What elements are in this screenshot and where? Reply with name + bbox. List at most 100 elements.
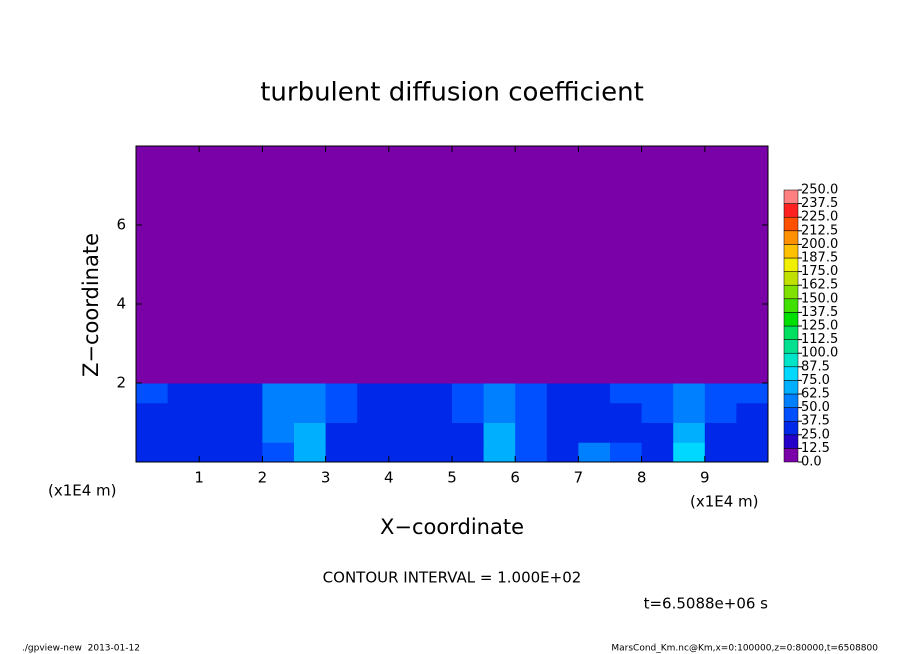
x-tick-label: 3 xyxy=(321,469,331,487)
colorbar-swatch xyxy=(783,312,799,327)
colorbar-swatch xyxy=(783,189,799,204)
heat-cell xyxy=(230,402,263,423)
x-tick-label: 1 xyxy=(194,469,204,487)
heat-cell xyxy=(294,146,327,384)
heat-cell xyxy=(452,402,485,423)
colorbar-swatch xyxy=(783,393,799,408)
heat-cell xyxy=(420,383,453,404)
colorbar-label: 12.5 xyxy=(801,441,830,456)
x-tick-label: 7 xyxy=(574,469,584,487)
colorbar-label: 112.5 xyxy=(801,332,838,347)
x-tick-label: 4 xyxy=(384,469,394,487)
heat-cell xyxy=(704,422,737,443)
heat-cell xyxy=(325,422,358,443)
y-axis-label: Z−coordinate xyxy=(79,233,103,377)
colorbar-swatch xyxy=(783,407,799,422)
heat-cell xyxy=(420,402,453,423)
heat-cell xyxy=(578,442,611,463)
heat-cell xyxy=(578,422,611,443)
colorbar-label: 175.0 xyxy=(801,264,838,279)
heat-cell xyxy=(388,402,421,423)
heat-cell xyxy=(420,422,453,443)
heat-cell xyxy=(294,402,327,423)
colorbar-label: 75.0 xyxy=(801,373,830,388)
heat-cell xyxy=(167,383,200,404)
x-tick-label: 6 xyxy=(510,469,520,487)
heat-cell xyxy=(546,442,579,463)
colorbar-swatch xyxy=(783,271,799,286)
heat-cell xyxy=(357,383,390,404)
heat-cell xyxy=(262,146,295,384)
colorbar-swatch xyxy=(783,203,799,218)
heat-cell xyxy=(704,442,737,463)
heat-cell xyxy=(167,422,200,443)
colorbar-swatch xyxy=(783,284,799,300)
colorbar-label: 237.5 xyxy=(801,196,838,211)
heat-cell xyxy=(452,146,485,384)
heat-cell xyxy=(262,383,295,404)
heat-cell xyxy=(578,146,611,384)
colorbar-swatch xyxy=(783,244,799,259)
heat-cell xyxy=(294,383,327,404)
colorbar-label: 50.0 xyxy=(801,400,830,415)
heat-cell xyxy=(388,442,421,463)
colorbar-label: 200.0 xyxy=(801,237,838,252)
heat-cell xyxy=(736,442,769,463)
y-tick-label: 6 xyxy=(116,216,126,234)
heat-cell xyxy=(325,146,358,384)
colorbar-label: 125.0 xyxy=(801,319,838,334)
heat-cell xyxy=(578,383,611,404)
colorbar-label: 137.5 xyxy=(801,305,838,320)
heat-cell xyxy=(736,146,769,384)
heat-cell xyxy=(294,422,327,443)
heat-cell xyxy=(515,146,548,384)
heat-cell xyxy=(578,402,611,423)
heat-cell xyxy=(736,383,769,404)
heat-cell xyxy=(483,383,516,404)
colorbar-swatch xyxy=(783,352,799,368)
heat-cell xyxy=(483,146,516,384)
colorbar-swatch xyxy=(783,448,799,463)
colorbar-swatch xyxy=(783,325,799,340)
chart-title: turbulent diffusion coefficient xyxy=(260,78,644,108)
heat-cell xyxy=(357,146,390,384)
heat-cell xyxy=(230,422,263,443)
heat-cell xyxy=(136,422,169,443)
heat-cell xyxy=(420,146,453,384)
heat-cell xyxy=(199,422,232,443)
heat-cell xyxy=(167,146,200,384)
colorbar-label: 62.5 xyxy=(801,387,830,402)
heat-cell xyxy=(736,402,769,423)
colorbar-swatch xyxy=(783,298,799,313)
colorbar-label: 0.0 xyxy=(801,455,822,470)
heat-cell xyxy=(136,383,169,404)
heat-cell xyxy=(230,442,263,463)
heat-cell xyxy=(199,402,232,423)
heat-cell xyxy=(167,442,200,463)
colorbar-label: 25.0 xyxy=(801,427,830,442)
heat-cell xyxy=(325,442,358,463)
heat-cell xyxy=(641,383,674,404)
colorbar-swatch xyxy=(783,380,799,395)
heat-cell xyxy=(673,422,706,443)
heat-cell xyxy=(388,422,421,443)
heat-cell xyxy=(610,422,643,443)
heat-cell xyxy=(262,422,295,443)
heat-cell xyxy=(136,402,169,423)
heat-cell xyxy=(673,402,706,423)
heat-cell xyxy=(483,402,516,423)
x-tick-label: 9 xyxy=(700,469,710,487)
heat-cell xyxy=(452,383,485,404)
colorbar-swatch xyxy=(783,257,799,272)
heat-cell xyxy=(388,383,421,404)
heat-cell xyxy=(199,442,232,463)
heat-cell xyxy=(452,422,485,443)
y-tick-label: 2 xyxy=(116,374,126,392)
heat-cell xyxy=(357,422,390,443)
colorbar-swatch xyxy=(783,230,799,245)
heat-cell xyxy=(641,422,674,443)
heat-cell xyxy=(546,146,579,384)
colorbar-label: 250.0 xyxy=(801,183,838,198)
heat-cell xyxy=(262,442,295,463)
